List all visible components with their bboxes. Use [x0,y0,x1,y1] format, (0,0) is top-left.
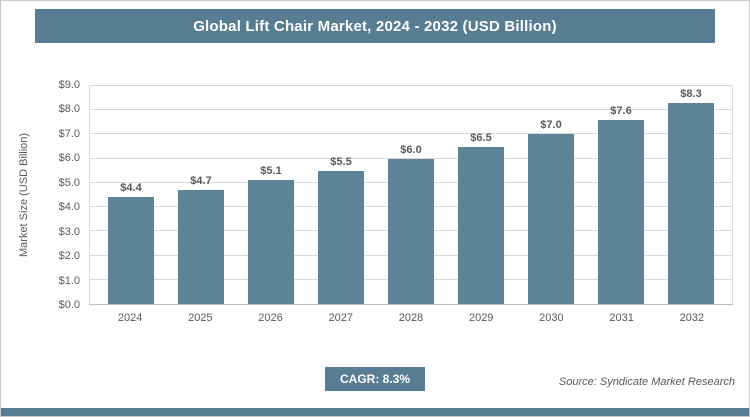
y-axis-ticks: $0.0 $1.0 $2.0 $3.0 $4.0 $5.0 $6.0 $7.0 $8.0 $9.0 [35,79,89,311]
bar [597,119,645,304]
x-tick-label: 2024 [117,312,143,324]
bar [527,134,575,304]
bottom-strip [1,408,749,416]
gridline [90,157,732,159]
bar-slot: $4.7 [166,86,236,304]
bar-value-label: $6.0 [400,143,422,156]
chart-title-bar: Global Lift Chair Market, 2024 - 2032 (U… [35,9,715,43]
bar-slot: $7.0 [516,86,586,304]
plot-area: $4.4 $4.7 $5.1 $5.5 $6.0 $6.5 $7.0 $7.6 $8.3 [89,85,733,305]
bar-value-label: $5.1 [260,165,282,178]
bar-value-label: $7.6 [610,104,632,117]
bar-slot: $5.5 [306,86,376,304]
bar [107,197,155,304]
y-tick-label: $7.0 [58,127,80,140]
bar [247,180,295,304]
bar [317,170,365,304]
bar-value-label: $8.3 [680,87,702,100]
bar-value-label: $4.4 [120,182,142,195]
bar-slot: $5.1 [236,86,306,304]
chart-region: Market Size (USD Billion) $0.0 $1.0 $2.0 $3… [13,79,733,324]
bar-value-label: $7.0 [540,119,562,132]
x-tick-label: 2030 [539,312,564,324]
y-tick-label: $2.0 [58,250,80,263]
y-tick-label: $3.0 [58,225,80,238]
x-tick-label: 2028 [398,312,424,324]
bar [177,190,225,304]
bar [387,158,435,304]
x-tick-label: 2031 [609,312,634,324]
bar-slot: $6.0 [376,86,446,304]
y-tick-label: $4.0 [58,201,80,214]
bars: $4.4 $4.7 $5.1 $5.5 $6.0 $6.5 $7.0 $7.6 $8.3 [90,86,732,304]
bar-slot: $4.4 [96,86,166,304]
source-text: Source: Syndicate Market Research [558,376,735,388]
x-tick-label: 2026 [258,312,283,324]
y-tick-label: $8.0 [58,103,80,116]
bar-slot: $8.3 [656,86,726,304]
gridline [90,133,732,135]
bar [457,146,505,304]
gridline [90,85,732,86]
chart-title: Global Lift Chair Market, 2024 - 2032 (U… [193,17,557,35]
y-tick-label: $1.0 [58,274,80,287]
bar-value-label: $5.5 [330,155,352,168]
cagr-badge: CAGR: 8.3% [324,367,426,391]
y-tick-label: $5.0 [58,176,80,189]
y-tick-label: $9.0 [58,79,80,91]
x-axis-labels: 2024 2025 2026 2027 2028 2029 2030 2031 2032 [89,312,733,324]
bar-value-label: $4.7 [190,175,212,188]
x-tick-label: 2027 [328,312,353,324]
bar-slot: $7.6 [586,86,656,304]
y-axis-title: Market Size (USD Billion) [18,132,30,258]
gridline [90,109,732,111]
bar-slot: $6.5 [446,86,516,304]
x-tick-label: 2029 [468,312,494,324]
y-tick-label: $0.0 [58,299,80,311]
bar [667,102,715,304]
x-tick-label: 2025 [188,312,213,324]
y-tick-label: $6.0 [58,152,80,165]
x-tick-label: 2032 [679,312,705,324]
bar-value-label: $6.5 [470,131,492,144]
